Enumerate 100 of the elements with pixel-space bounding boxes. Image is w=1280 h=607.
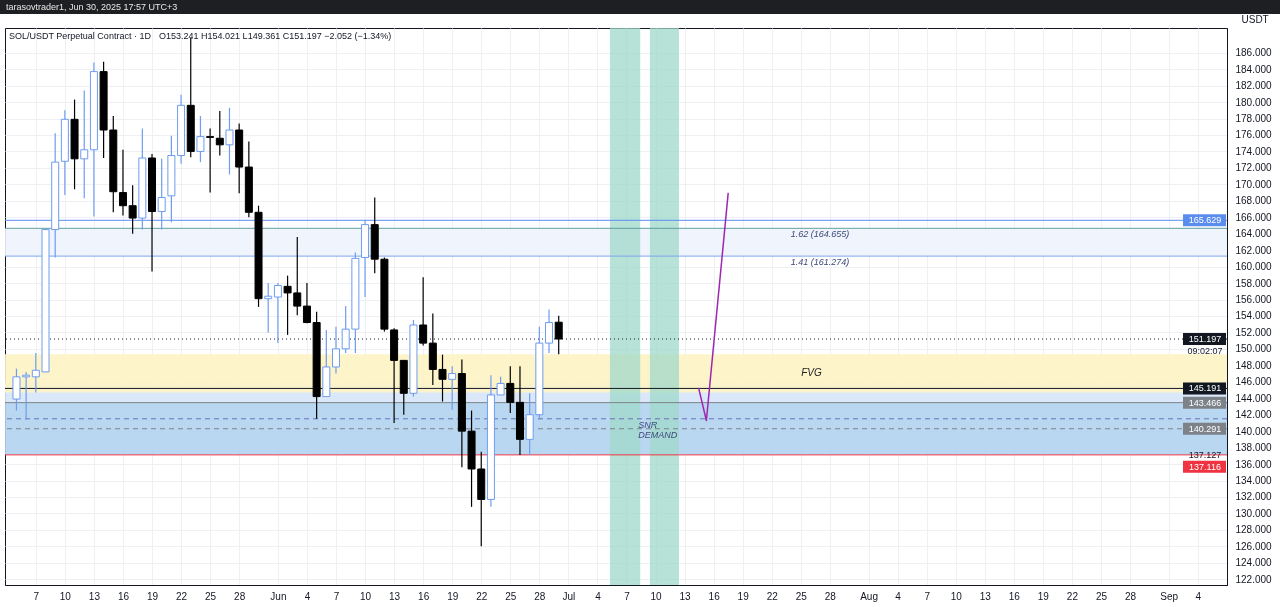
y-tick-label: 178.000 [1235, 113, 1273, 124]
y-tick-label: 142.000 [1235, 409, 1273, 421]
y-tick-label: 160.000 [1235, 261, 1273, 273]
x-tick-label: 22 [476, 590, 488, 602]
x-tick-label: 22 [766, 590, 779, 602]
x-tick-label: 13 [979, 590, 992, 602]
candlestick [70, 98, 79, 190]
x-tick-label: 10 [59, 590, 72, 602]
x-tick-label: 7 [33, 590, 40, 602]
candlestick [332, 326, 340, 375]
ref-line-label: 140.291 [1188, 423, 1222, 434]
x-tick-label: 13 [679, 590, 692, 602]
y-tick-label: 184.000 [1235, 63, 1273, 75]
y-tick-label: 158.000 [1235, 277, 1273, 289]
candlestick [157, 158, 166, 231]
y-tick-label: 150.000 [1235, 343, 1273, 355]
x-tick-label: 10 [950, 590, 963, 602]
y-tick-label: 128.000 [1235, 524, 1273, 536]
y-tick-label: 122.000 [1235, 573, 1273, 585]
x-tick-label: Aug [860, 590, 878, 602]
y-tick-label: 136.000 [1235, 458, 1273, 470]
y-tick-label: 170.000 [1235, 178, 1273, 190]
x-tick-label: 22 [1066, 590, 1079, 602]
x-tick-label: 25 [505, 590, 517, 602]
candlestick [225, 107, 234, 176]
ref-line-label: 143.466 [1188, 397, 1222, 408]
y-tick-label: 156.000 [1235, 294, 1273, 306]
y-tick-label: 148.000 [1235, 359, 1273, 371]
candlestick [361, 219, 370, 298]
ref-line-label: 165.629 [1188, 215, 1222, 226]
x-tick-label: 25 [795, 590, 808, 602]
y-tick-label: 176.000 [1235, 129, 1273, 141]
y-axis-title: USDT [1241, 13, 1269, 25]
x-tick-label: 19 [1037, 590, 1050, 602]
annotation: 09:02:07 [1187, 346, 1223, 357]
ref-line-label: 137.116 [1189, 461, 1221, 472]
candlestick [273, 282, 282, 344]
chart-title: SOL/USDT Perpetual Contract · 1D [9, 31, 152, 41]
x-tick-label: 28 [824, 590, 837, 602]
x-tick-label: 16 [117, 590, 130, 602]
text: tarasovtrader1, Jun 30, 2025 17:57 UTC+3 [5, 1, 179, 14]
candlestick [148, 153, 157, 273]
x-tick-label: 7 [333, 590, 340, 602]
x-tick-label: 10 [359, 590, 372, 602]
x-tick-label: 7 [924, 590, 931, 602]
candlestick [545, 308, 554, 354]
x-tick-label: 25 [205, 590, 217, 602]
candlestick [60, 109, 69, 196]
annotation: SNR [638, 419, 658, 430]
y-tick-label: 126.000 [1235, 540, 1273, 552]
y-tick-label: 180.000 [1235, 96, 1273, 108]
x-tick-label: 19 [146, 590, 159, 602]
x-tick-label: 16 [708, 590, 721, 602]
annotation: 1.62 (164.655) [790, 229, 850, 240]
y-tick-label: 144.000 [1235, 392, 1273, 404]
y-tick-label: 140.000 [1235, 425, 1273, 437]
y-tick-label: 164.000 [1235, 228, 1273, 240]
x-tick-label: Jun [270, 590, 287, 602]
candlestick [89, 61, 98, 218]
y-tick-label: 152.000 [1235, 326, 1273, 338]
candlestick [80, 89, 89, 199]
x-tick-label: 22 [176, 590, 188, 602]
x-tick-label: 4 [1195, 590, 1202, 602]
x-tick-label: 28 [234, 590, 246, 602]
y-tick-label: 166.000 [1235, 211, 1273, 223]
x-tick-label: 19 [447, 590, 459, 602]
y-tick-label: 182.000 [1235, 80, 1273, 92]
y-tick-label: 162.000 [1235, 244, 1273, 256]
y-tick-label: 154.000 [1235, 310, 1273, 322]
x-tick-label: 13 [389, 590, 401, 602]
y-tick-label: 168.000 [1235, 195, 1273, 207]
ref-line-label: 151.197 [1188, 334, 1222, 345]
y-tick-label: 132.000 [1235, 491, 1273, 503]
x-tick-label: 25 [1095, 590, 1108, 602]
x-tick-label: 16 [1008, 590, 1021, 602]
candlestick [118, 149, 127, 217]
x-tick-label: 16 [418, 590, 430, 602]
x-tick-label: Jul [562, 590, 576, 602]
x-tick-label: 19 [737, 590, 750, 602]
x-tick-label: 10 [650, 590, 663, 602]
candlestick [419, 276, 428, 347]
y-tick-label: 124.000 [1235, 557, 1273, 569]
y-tick-label: 172.000 [1235, 162, 1273, 174]
x-tick-label: 28 [534, 590, 546, 602]
x-tick-label: 7 [624, 590, 631, 602]
y-tick-label: 186.000 [1235, 47, 1273, 59]
x-tick-label: 4 [595, 590, 602, 602]
x-tick-label: 28 [1124, 590, 1137, 602]
y-tick-label: 130.000 [1235, 507, 1273, 519]
x-tick-label: 13 [88, 590, 101, 602]
annotation: 137.127 [1188, 449, 1222, 460]
band-label: FVG [801, 367, 823, 379]
x-tick-label: 4 [895, 590, 902, 602]
chart-subtitle: O153.241 H154.021 L149.361 C151.197 −2.052 (−1.34%) [159, 31, 392, 41]
y-tick-label: 138.000 [1235, 442, 1273, 454]
annotation: 1.41 (161.274) [790, 257, 850, 268]
ref-line-label: 145.191 [1188, 383, 1222, 394]
x-tick-label: 4 [304, 590, 311, 602]
y-tick-label: 146.000 [1235, 376, 1273, 388]
y-tick-label: 174.000 [1235, 145, 1273, 157]
